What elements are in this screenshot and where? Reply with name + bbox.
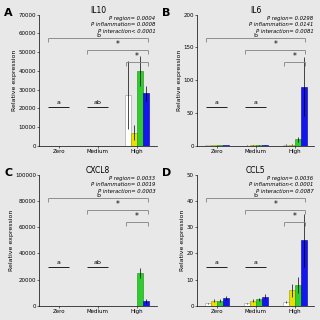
- Y-axis label: Relative expression: Relative expression: [9, 210, 13, 271]
- Bar: [244, 303, 250, 306]
- Text: P region= 0.0004
P inflammation= 0.0008
P interaction< 0.0001: P region= 0.0004 P inflammation= 0.0008 …: [91, 16, 155, 34]
- Text: P region= 0.0033
P inflammation= 0.0019
P interaction= 0.0003: P region= 0.0033 P inflammation= 0.0019 …: [91, 176, 155, 194]
- Bar: [283, 302, 289, 306]
- Text: B: B: [162, 8, 171, 18]
- Bar: [256, 300, 262, 306]
- Bar: [289, 290, 295, 306]
- Text: D: D: [162, 168, 172, 178]
- Title: IL6: IL6: [250, 5, 261, 14]
- Bar: [301, 87, 307, 146]
- Bar: [205, 303, 211, 306]
- Text: C: C: [4, 168, 12, 178]
- Text: b: b: [254, 33, 258, 37]
- Text: *: *: [293, 52, 297, 61]
- Text: a: a: [254, 260, 258, 265]
- Bar: [143, 93, 149, 146]
- Text: ab: ab: [94, 260, 102, 265]
- Title: CXCL8: CXCL8: [86, 165, 110, 174]
- Bar: [283, 145, 289, 146]
- Text: P region= 0.0036
P inflammation< 0.0001
P interaction= 0.0087: P region= 0.0036 P inflammation< 0.0001 …: [249, 176, 313, 194]
- Bar: [137, 273, 143, 306]
- Bar: [262, 297, 268, 306]
- Text: a: a: [57, 100, 61, 105]
- Y-axis label: Relative expression: Relative expression: [12, 50, 17, 111]
- Y-axis label: Relative expression: Relative expression: [180, 210, 185, 271]
- Bar: [131, 133, 137, 146]
- Bar: [211, 301, 217, 306]
- Bar: [211, 145, 217, 146]
- Text: a: a: [215, 260, 219, 265]
- Text: a: a: [254, 100, 258, 105]
- Text: a: a: [215, 100, 219, 105]
- Text: b: b: [96, 193, 100, 197]
- Bar: [289, 145, 295, 146]
- Bar: [250, 301, 256, 306]
- Text: *: *: [116, 200, 119, 209]
- Text: *: *: [135, 212, 139, 221]
- Bar: [223, 298, 228, 306]
- Text: *: *: [274, 200, 277, 209]
- Text: a: a: [57, 260, 61, 265]
- Bar: [250, 145, 256, 146]
- Text: b: b: [254, 193, 258, 197]
- Bar: [295, 140, 301, 146]
- Bar: [217, 301, 223, 306]
- Bar: [262, 145, 268, 146]
- Text: *: *: [116, 40, 119, 49]
- Text: *: *: [135, 52, 139, 61]
- Bar: [205, 145, 211, 146]
- Title: IL10: IL10: [90, 5, 106, 14]
- Text: *: *: [293, 212, 297, 221]
- Bar: [137, 71, 143, 146]
- Bar: [217, 145, 223, 146]
- Text: A: A: [4, 8, 13, 18]
- Bar: [301, 240, 307, 306]
- Text: *: *: [274, 40, 277, 49]
- Text: ab: ab: [94, 100, 102, 105]
- Text: b: b: [96, 33, 100, 37]
- Title: CCL5: CCL5: [246, 165, 266, 174]
- Bar: [125, 95, 131, 146]
- Bar: [143, 301, 149, 306]
- Y-axis label: Relative expression: Relative expression: [177, 50, 182, 111]
- Bar: [295, 285, 301, 306]
- Text: P region= 0.0298
P inflammation= 0.0141
P interaction= 0.0081: P region= 0.0298 P inflammation= 0.0141 …: [249, 16, 313, 34]
- Bar: [223, 145, 228, 146]
